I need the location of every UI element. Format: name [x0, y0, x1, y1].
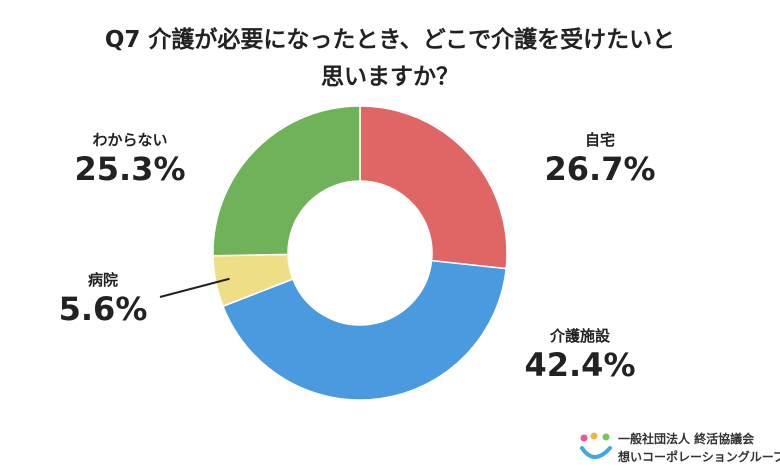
label-hospital-category: 病院 [87, 271, 118, 289]
label-care-facility: 介護施設 42.4% [510, 326, 650, 384]
label-unknown-category: わからない [92, 131, 168, 149]
label-hospital: 病院 5.6% [48, 270, 158, 328]
organization-name: 一般社団法人 終活協議会 [618, 432, 755, 446]
label-care-facility-value: 42.4% [524, 346, 636, 384]
chart-title: Q7 介護が必要になったとき、どこで介護を受けたいと 思いますか？ [0, 22, 780, 96]
people-logo-icon [580, 432, 612, 459]
label-care-facility-category: 介護施設 [549, 327, 610, 345]
label-home-value: 26.7% [544, 150, 656, 188]
donut-slices [212, 105, 508, 401]
label-unknown: わからない 25.3% [55, 130, 205, 188]
organization-logo: 一般社団法人 終活協議会 想いコーポレーショングループ [578, 428, 780, 468]
slice-unknown [212, 105, 361, 257]
organization-group: 想いコーポレーショングループ [618, 450, 780, 464]
label-unknown-value: 25.3% [74, 150, 186, 188]
leader-line-hospital [159, 277, 230, 298]
label-home-category: 自宅 [584, 131, 615, 149]
label-home: 自宅 26.7% [520, 130, 680, 188]
title-line-2: 思いますか？ [321, 64, 459, 90]
label-hospital-value: 5.6% [58, 290, 148, 328]
slice-home [359, 105, 508, 270]
slice-care-facility [222, 259, 507, 401]
title-line-1: Q7 介護が必要になったとき、どこで介護を受けたいと [104, 27, 676, 53]
